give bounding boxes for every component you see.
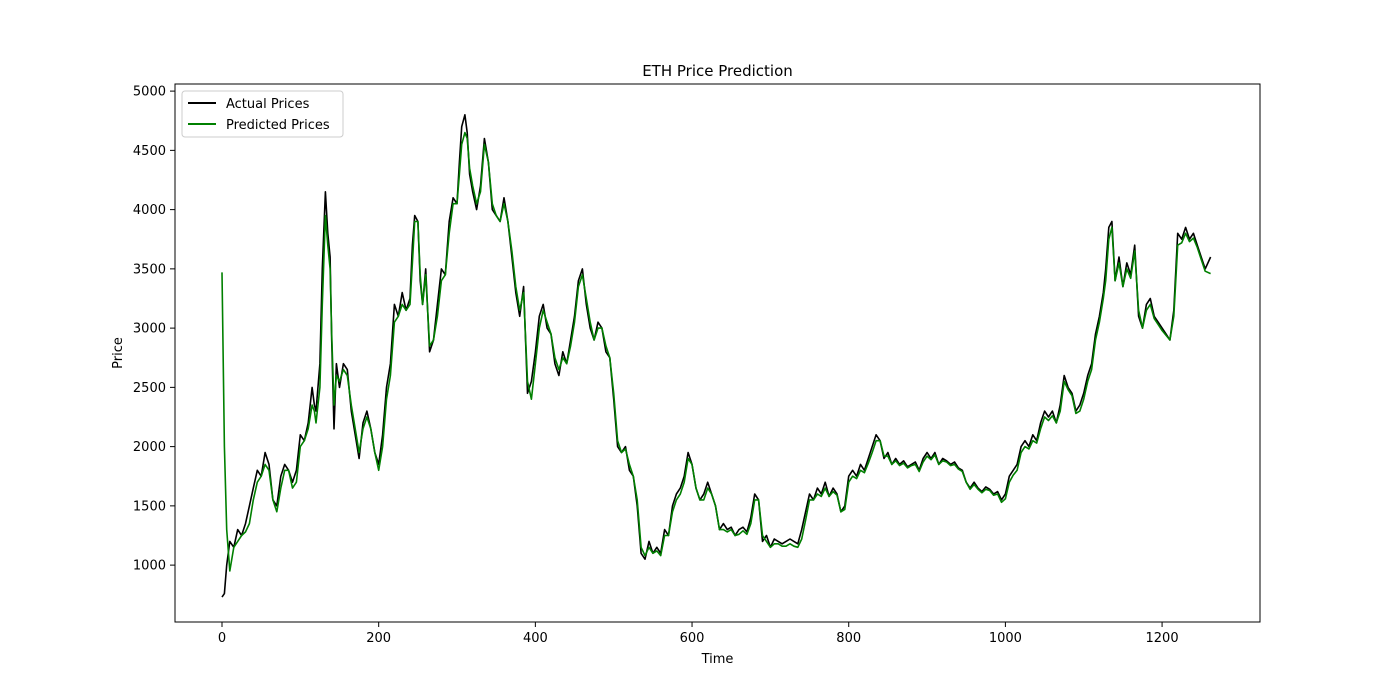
series-line-predicted: [221, 131, 1211, 572]
x-tick-label: 800: [836, 631, 861, 646]
x-axis-title: Time: [701, 652, 734, 667]
y-tick-label: 4500: [133, 144, 166, 159]
legend-label-actual: Actual Prices: [226, 97, 310, 112]
y-tick-label: 4000: [133, 203, 166, 218]
y-tick-label: 5000: [133, 85, 166, 100]
legend-box: [181, 90, 344, 138]
x-tick-label: 600: [680, 631, 705, 646]
legend-label-predicted: Predicted Prices: [226, 118, 330, 133]
series-line-actual: [221, 114, 1212, 598]
legend: Actual Prices Predicted Prices: [181, 90, 344, 138]
x-tick-label: 400: [523, 631, 548, 646]
y-tick-label: 2500: [133, 381, 166, 396]
x-tick-label: 1000: [989, 631, 1022, 646]
y-tick-label: 1000: [133, 559, 166, 574]
y-tick-label: 3000: [133, 322, 166, 337]
x-axis: 0 200 400 600 800 1000 1200: [218, 622, 1179, 646]
y-axis-title: Price: [111, 337, 126, 369]
series-layer: [221, 114, 1212, 598]
y-tick-label: 1500: [133, 499, 166, 514]
x-tick-label: 1200: [1146, 631, 1179, 646]
y-tick-label: 3500: [133, 262, 166, 277]
chart-title: ETH Price Prediction: [642, 62, 793, 80]
x-tick-label: 0: [218, 631, 226, 646]
x-tick-label: 200: [366, 631, 391, 646]
y-axis: 1000 1500 2000 2500 3000 3500 4000 4500 5000: [133, 85, 175, 574]
plot-frame: [174, 83, 1261, 623]
y-tick-label: 2000: [133, 440, 166, 455]
